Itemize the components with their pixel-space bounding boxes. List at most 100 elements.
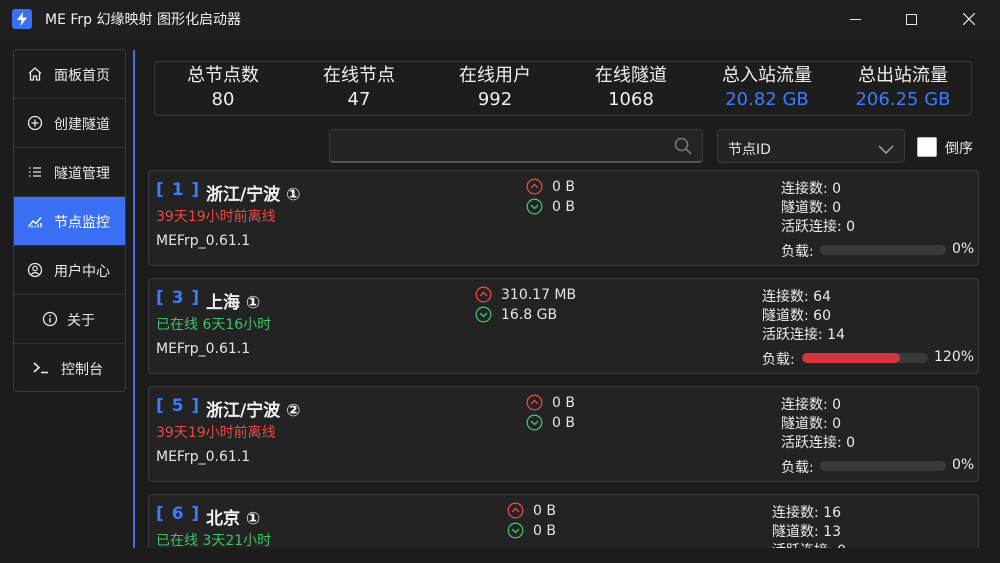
search-icon[interactable]	[673, 136, 693, 156]
sidebar-item-tunnel-manage[interactable]: 隧道管理	[14, 148, 125, 197]
stat-value: 206.25 GB	[855, 89, 951, 110]
node-id: [ 6 ]	[156, 504, 201, 524]
upload-arrow-icon	[526, 178, 543, 195]
node-status: 39天19小时前离线	[156, 425, 276, 441]
stat-total-outbound: 总出站流量 206.25 GB	[835, 65, 971, 113]
active-connections: 活跃连接: 14	[762, 327, 845, 343]
node-card[interactable]: [ 3 ] 上海 ① 已在线 6天16小时 MEFrp_0.61.1 310.1…	[148, 278, 979, 374]
node-name: 浙江/宁波 ②	[206, 401, 301, 421]
upload-value: 0 B	[552, 178, 575, 195]
node-list: [ 1 ] 浙江/宁波 ① 39天19小时前离线 MEFrp_0.61.1 0 …	[148, 170, 980, 548]
node-card[interactable]: [ 6 ] 北京 ① 已在线 3天21小时 MEFrp_0.61.1 0 B 0…	[148, 494, 979, 548]
stat-label: 总出站流量	[858, 65, 948, 86]
stat-label: 总节点数	[187, 65, 259, 86]
sidebar-item-label: 创建隧道	[54, 117, 110, 133]
node-name: 浙江/宁波 ①	[206, 185, 301, 205]
sidebar-item-label: 节点监控	[54, 215, 110, 231]
load-percent: 120%	[934, 349, 975, 365]
node-card[interactable]: [ 5 ] 浙江/宁波 ② 39天19小时前离线 MEFrp_0.61.1 0 …	[148, 386, 979, 482]
node-card[interactable]: [ 1 ] 浙江/宁波 ① 39天19小时前离线 MEFrp_0.61.1 0 …	[148, 170, 979, 266]
node-id: [ 5 ]	[156, 396, 201, 416]
search-input[interactable]	[329, 129, 703, 163]
sort-selected-value: 节点ID	[728, 142, 771, 158]
node-version: MEFrp_0.61.1	[156, 341, 251, 357]
sidebar-item-about[interactable]: 关于	[14, 295, 125, 344]
sidebar-item-create-tunnel[interactable]: 创建隧道	[14, 99, 125, 148]
sidebar-item-label: 隧道管理	[54, 166, 110, 182]
stat-label: 在线隧道	[595, 65, 667, 86]
stat-value: 80	[211, 89, 235, 110]
download-arrow-icon	[507, 522, 524, 539]
load-percent: 0%	[952, 457, 975, 473]
node-status: 已在线 6天16小时	[156, 317, 272, 333]
stat-label: 在线用户	[459, 65, 531, 86]
node-status: 已在线 3天21小时	[156, 533, 272, 548]
load-bar	[820, 245, 946, 255]
stat-total-inbound: 总入站流量 20.82 GB	[699, 65, 835, 113]
stat-value: 992	[477, 89, 513, 110]
download-arrow-icon	[526, 198, 543, 215]
active-connections: 活跃连接: 0	[772, 540, 846, 548]
download-arrow-icon	[475, 306, 492, 323]
connections-count: 连接数: 64	[762, 289, 831, 305]
load-label: 负载:	[781, 244, 814, 260]
node-status: 39天19小时前离线	[156, 209, 276, 225]
tunnels-count: 隧道数: 60	[762, 308, 831, 324]
maximize-button[interactable]	[888, 0, 934, 38]
sidebar-nav: 面板首页 创建隧道 隧道管理 节点监控 用户中心 关于 控制台	[13, 49, 126, 392]
stat-label: 在线节点	[323, 65, 395, 86]
stat-value: 1068	[608, 89, 654, 110]
sidebar-item-user-center[interactable]: 用户中心	[14, 246, 125, 295]
tunnels-count: 隧道数: 0	[781, 200, 842, 216]
plus-circle-icon	[27, 115, 43, 131]
close-button[interactable]	[946, 0, 992, 38]
load-percent: 0%	[952, 241, 975, 257]
download-value: 0 B	[552, 198, 575, 215]
upload-traffic: 310.17 MB	[475, 286, 576, 303]
active-connections: 活跃连接: 0	[781, 435, 856, 451]
download-traffic: 16.8 GB	[475, 306, 557, 323]
sidebar-item-home[interactable]: 面板首页	[14, 50, 125, 99]
node-name: 上海 ①	[206, 293, 261, 313]
node-version: MEFrp_0.61.1	[156, 233, 251, 249]
upload-traffic: 0 B	[507, 502, 556, 519]
node-version: MEFrp_0.61.1	[156, 449, 251, 465]
load-label: 负载:	[781, 460, 814, 476]
stat-value: 20.82 GB	[725, 89, 809, 110]
upload-traffic: 0 B	[526, 178, 575, 195]
window-title: ME Frp 幻缘映射 图形化启动器	[45, 12, 241, 28]
list-icon	[27, 164, 43, 180]
terminal-icon	[32, 360, 48, 376]
active-connections: 活跃连接: 0	[781, 219, 856, 235]
sidebar-item-label: 面板首页	[54, 68, 110, 84]
connections-count: 连接数: 0	[781, 181, 842, 197]
stat-online-tunnels: 在线隧道 1068	[563, 65, 699, 113]
download-value: 16.8 GB	[501, 306, 558, 323]
reverse-order-checkbox[interactable]	[917, 137, 937, 157]
stat-total-nodes: 总节点数 80	[155, 65, 291, 113]
load-bar	[820, 461, 946, 471]
connections-count: 连接数: 16	[772, 505, 841, 521]
sidebar-divider	[133, 50, 135, 548]
download-traffic: 0 B	[526, 198, 575, 215]
info-icon	[42, 311, 58, 327]
stats-panel: 总节点数 80 在线节点 47 在线用户 992 在线隧道 1068 总入站流量…	[154, 61, 972, 116]
sidebar-item-console[interactable]: 控制台	[14, 344, 125, 391]
sidebar-item-label: 控制台	[61, 362, 103, 378]
sort-dropdown[interactable]: 节点ID	[717, 129, 905, 163]
title-bar: ME Frp 幻缘映射 图形化启动器	[0, 0, 1000, 38]
download-arrow-icon	[526, 414, 543, 431]
user-icon	[27, 262, 43, 278]
stat-online-users: 在线用户 992	[427, 65, 563, 113]
tunnels-count: 隧道数: 0	[781, 416, 842, 432]
node-id: [ 3 ]	[156, 288, 201, 308]
upload-value: 0 B	[552, 394, 575, 411]
reverse-order-label: 倒序	[945, 141, 973, 157]
sidebar-item-node-monitor[interactable]: 节点监控	[14, 197, 125, 246]
tunnels-count: 隧道数: 13	[772, 524, 841, 540]
stat-label: 总入站流量	[722, 65, 812, 86]
upload-arrow-icon	[475, 286, 492, 303]
chart-icon	[27, 213, 43, 229]
minimize-button[interactable]	[832, 0, 878, 38]
upload-arrow-icon	[526, 394, 543, 411]
